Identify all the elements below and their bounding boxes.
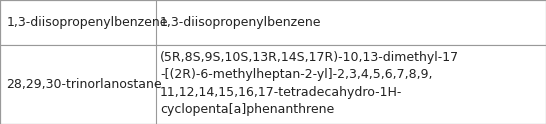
Bar bbox=[0, 45, 156, 124]
Bar bbox=[0, 0, 156, 45]
Text: 1,3-diisopropenylbenzene: 1,3-diisopropenylbenzene bbox=[7, 16, 168, 29]
Text: 28,29,30-trinorlanostane: 28,29,30-trinorlanostane bbox=[7, 78, 162, 91]
Bar bbox=[0, 45, 546, 124]
Bar bbox=[156, 45, 546, 124]
Text: (5R,8S,9S,10S,13R,14S,17R)-10,13-dimethyl-17
-[(2R)-6-methylheptan-2-yl]-2,3,4,5: (5R,8S,9S,10S,13R,14S,17R)-10,13-dimethy… bbox=[160, 51, 459, 116]
Bar bbox=[0, 0, 546, 45]
Bar bbox=[156, 0, 546, 45]
Text: 1,3-diisopropenylbenzene: 1,3-diisopropenylbenzene bbox=[160, 16, 322, 29]
